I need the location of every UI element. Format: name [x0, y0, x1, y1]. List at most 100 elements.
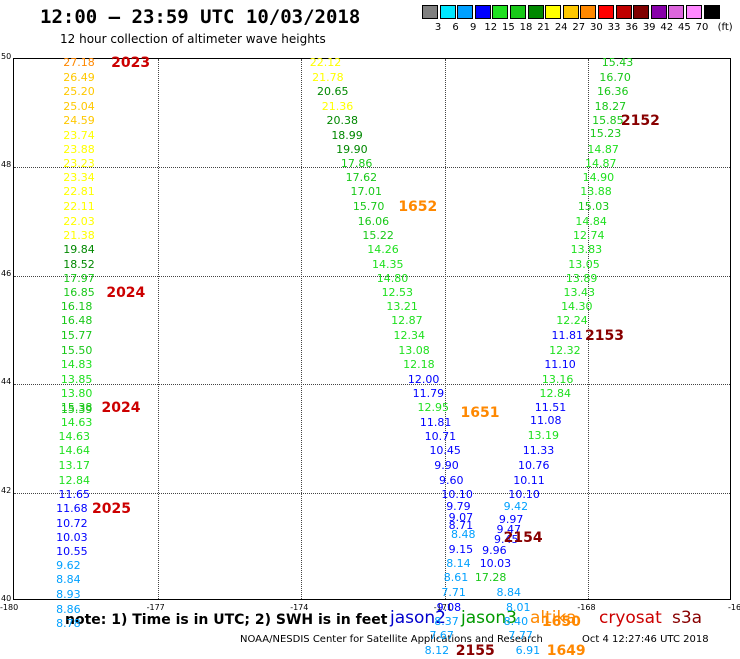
footnote: note: 1) Time is in UTC; 2) SWH is in fe… [65, 612, 388, 628]
legend-swatch [703, 5, 720, 19]
wave-height-label: 20.38 [326, 114, 359, 128]
y-tick-label: 42 [1, 485, 12, 495]
wave-height-label: 10.76 [517, 459, 550, 473]
wave-height-label: 12.95 [417, 400, 449, 414]
wave-height-label: 8.40 [503, 614, 529, 628]
satellite-label-jason3: jason3 [461, 608, 517, 628]
wave-height-label: 10.72 [56, 516, 88, 530]
wave-height-label: 11.79 [412, 387, 445, 401]
wave-height-label: 13.80 [60, 387, 93, 401]
wave-height-label: 18.27 [594, 99, 627, 113]
wave-height-label: 10.03 [479, 557, 512, 571]
wave-height-label: 7.67 [429, 629, 454, 643]
wave-height-label: 14.90 [582, 171, 615, 185]
legend-label: 15 [502, 22, 515, 33]
pass-time-label: 2152 [620, 113, 660, 130]
pass-time-label: 2023 [111, 55, 151, 72]
wave-height-label: 13.05 [568, 257, 600, 271]
wave-height-label: 7.71 [441, 585, 466, 599]
gridline-lat [14, 275, 730, 277]
wave-height-label: 16.70 [599, 70, 631, 84]
wave-height-label: 9.97 [498, 512, 524, 526]
legend-swatch [492, 5, 509, 19]
page-subtitle: 12 hour collection of altimeter wave hei… [60, 32, 326, 46]
wave-height-label: 14.80 [376, 271, 409, 285]
wave-height-label: 19.90 [336, 142, 368, 156]
wave-height-label: 17.62 [345, 171, 378, 185]
wave-height-label: 8.12 [424, 643, 450, 657]
x-tick-label: -174 [290, 603, 309, 612]
wave-height-label: 6.91 [515, 643, 541, 657]
pass-time-label: 2153 [585, 328, 624, 345]
pass-time-label: 1649 [546, 642, 586, 659]
legend-swatch [650, 5, 667, 19]
legend-label: 36 [625, 22, 638, 33]
satellite-label-cryosat: cryosat [599, 608, 662, 628]
wave-height-label: 11.08 [529, 414, 562, 428]
legend-label: 12 [484, 22, 498, 33]
legend-label: 42 [660, 22, 674, 33]
legend-swatch [510, 5, 526, 19]
wave-height-label: 10.45 [429, 444, 461, 458]
legend-label: 33 [607, 22, 621, 33]
wave-height-label: 12.53 [381, 286, 414, 300]
wave-height-label: 12.00 [407, 372, 440, 386]
wave-height-label: 13.21 [386, 300, 418, 314]
y-tick-label: 50 [1, 52, 12, 61]
wave-height-label: 23.74 [63, 128, 95, 142]
legend-swatch [633, 5, 650, 19]
wave-height-label: 12.74 [573, 228, 605, 242]
legend-label: 45 [678, 22, 691, 33]
y-tick-label: 46 [1, 268, 12, 278]
wave-height-label: 18.52 [63, 257, 95, 271]
wave-height-label: 14.26 [367, 242, 399, 256]
legend-label: 39 [642, 22, 656, 33]
pass-time-label: 2024 [106, 285, 146, 302]
wave-height-label: 12.84 [539, 387, 572, 401]
wave-height-label: 15.43 [601, 56, 634, 70]
wave-height-label: 22.12 [309, 56, 342, 70]
wave-height-label: 16.36 [596, 85, 629, 99]
legend-swatch [598, 5, 614, 19]
legend-label: 24 [554, 22, 568, 33]
footer-credit: NOAA/NESDIS Center for Satellite Applica… [240, 634, 543, 645]
wave-height-label: 12.34 [393, 329, 426, 343]
wave-height-label: 13.89 [565, 271, 598, 285]
wave-height-label: 12.32 [549, 343, 581, 357]
wave-height-label: 25.04 [63, 99, 95, 113]
gridline-lat [14, 384, 730, 386]
wave-height-label: 8.84 [496, 585, 521, 599]
wave-height-label: 17.86 [340, 157, 373, 171]
wave-height-label: 9.08 [436, 600, 462, 614]
page-title: 12:00 — 23:59 UTC 10/03/2018 [40, 6, 361, 28]
wave-height-label: 10.10 [508, 487, 540, 501]
wave-height-label: 26.49 [63, 70, 95, 84]
wave-height-label: 14.63 [58, 430, 90, 444]
wave-height-label: 22.81 [63, 184, 95, 198]
satellite-label-s3a: s3a [672, 608, 703, 628]
wave-height-label: 25.20 [63, 85, 95, 99]
legend-swatch [668, 5, 685, 19]
legend-label: 21 [537, 22, 550, 33]
legend-swatch [527, 5, 544, 19]
wave-height-label: 13.17 [58, 459, 90, 473]
wave-height-label: 8.86 [56, 602, 81, 616]
legend-label: 6 [452, 22, 459, 33]
wave-height-label: 8.01 [506, 600, 531, 614]
wave-height-label: 11.81 [551, 329, 584, 343]
wave-height-label: 10.71 [424, 430, 457, 444]
wave-height-label: 14.30 [561, 300, 593, 314]
y-tick-label: 40 [1, 594, 12, 603]
legend-label: 70 [695, 22, 709, 33]
wave-height-label: 14.83 [60, 357, 93, 371]
wave-height-label: 23.34 [63, 171, 95, 185]
legend-label: 9 [470, 22, 477, 33]
pass-time-label: 1652 [398, 199, 438, 216]
gridline-lon [301, 59, 303, 599]
wave-height-label: 15.22 [362, 228, 394, 242]
wave-height-label: 20.65 [316, 85, 349, 99]
legend-label: 30 [590, 22, 603, 33]
wave-height-label: 24.59 [63, 114, 95, 128]
legend-label: 27 [572, 22, 586, 33]
wave-height-label: 17.01 [350, 184, 382, 198]
